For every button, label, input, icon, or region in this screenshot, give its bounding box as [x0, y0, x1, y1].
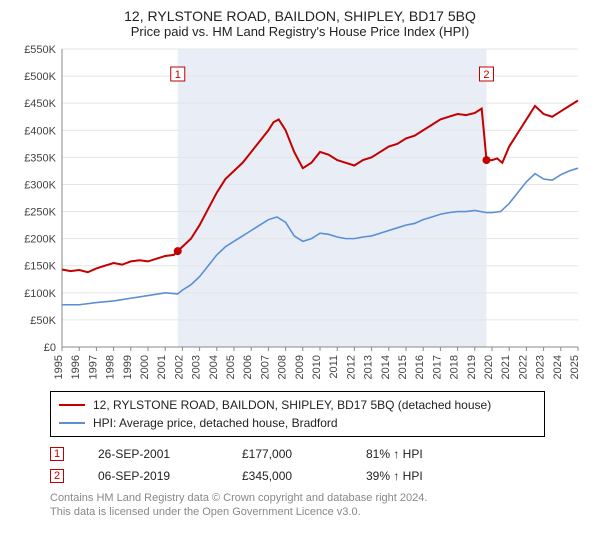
events-list: 1 26-SEP-2001 £177,000 81% ↑ HPI 2 06-SE… [50, 443, 588, 487]
event-price-2: £345,000 [242, 465, 332, 487]
svg-text:2001: 2001 [156, 355, 168, 379]
legend-swatch-hpi [59, 422, 85, 424]
event-row-2: 2 06-SEP-2019 £345,000 39% ↑ HPI [50, 465, 588, 487]
footer-line-1: Contains HM Land Registry data © Crown c… [50, 491, 588, 505]
svg-text:2005: 2005 [225, 355, 237, 379]
svg-text:£400K: £400K [24, 125, 56, 137]
svg-text:2003: 2003 [191, 355, 203, 379]
event-price-1: £177,000 [242, 443, 332, 465]
svg-text:2018: 2018 [449, 355, 461, 379]
legend-item-hpi: HPI: Average price, detached house, Brad… [59, 414, 536, 432]
svg-text:1998: 1998 [105, 355, 117, 379]
svg-text:2012: 2012 [345, 355, 357, 379]
event-marker-2: 2 [50, 469, 64, 483]
event-row-1: 1 26-SEP-2001 £177,000 81% ↑ HPI [50, 443, 588, 465]
chart-svg: £0 £50K £100K £150K £200K £250K £300K £350K £400… [18, 45, 582, 385]
svg-text:£450K: £450K [24, 98, 56, 110]
legend-item-property: 12, RYLSTONE ROAD, BAILDON, SHIPLEY, BD1… [59, 396, 536, 414]
svg-text:1999: 1999 [122, 355, 134, 379]
svg-text:1995: 1995 [53, 355, 65, 379]
svg-text:1996: 1996 [70, 355, 82, 379]
svg-text:2013: 2013 [363, 355, 375, 379]
event-pct-1: 81% ↑ HPI [366, 443, 466, 465]
legend: 12, RYLSTONE ROAD, BAILDON, SHIPLEY, BD1… [50, 391, 545, 437]
svg-text:2010: 2010 [311, 355, 323, 379]
svg-text:2024: 2024 [552, 355, 564, 379]
event-marker-1: 1 [50, 447, 64, 461]
svg-text:£300K: £300K [24, 179, 56, 191]
svg-text:£250K: £250K [24, 207, 56, 219]
svg-text:2019: 2019 [466, 355, 478, 379]
chart-subtitle: Price paid vs. HM Land Registry's House … [12, 24, 588, 39]
price-chart: £0 £50K £100K £150K £200K £250K £300K £350K £400… [18, 45, 582, 385]
svg-text:2008: 2008 [277, 355, 289, 379]
event-pct-2: 39% ↑ HPI [366, 465, 466, 487]
svg-text:2015: 2015 [397, 355, 409, 379]
legend-label-property: 12, RYLSTONE ROAD, BAILDON, SHIPLEY, BD1… [93, 396, 491, 414]
legend-label-hpi: HPI: Average price, detached house, Brad… [93, 414, 338, 432]
svg-text:£550K: £550K [24, 45, 56, 56]
event-date-2: 06-SEP-2019 [98, 465, 208, 487]
svg-text:2021: 2021 [500, 355, 512, 379]
svg-text:2011: 2011 [328, 355, 340, 379]
svg-text:£200K: £200K [24, 234, 56, 246]
svg-text:2: 2 [483, 69, 489, 81]
svg-text:1997: 1997 [87, 355, 99, 379]
svg-text:2002: 2002 [173, 355, 185, 379]
svg-text:£500K: £500K [24, 71, 56, 83]
svg-text:1: 1 [175, 69, 181, 81]
svg-text:£100K: £100K [24, 288, 56, 300]
svg-text:2023: 2023 [535, 355, 547, 379]
svg-text:2009: 2009 [294, 355, 306, 379]
svg-text:£150K: £150K [24, 261, 56, 273]
svg-text:£350K: £350K [24, 152, 56, 164]
footer-line-2: This data is licensed under the Open Gov… [50, 505, 588, 519]
svg-text:2006: 2006 [242, 355, 254, 379]
svg-text:£0: £0 [44, 342, 56, 354]
svg-text:2020: 2020 [483, 355, 495, 379]
svg-text:2007: 2007 [259, 355, 271, 379]
legend-swatch-property [59, 404, 85, 406]
chart-title: 12, RYLSTONE ROAD, BAILDON, SHIPLEY, BD1… [12, 8, 588, 24]
svg-text:£50K: £50K [30, 315, 56, 327]
svg-text:2016: 2016 [414, 355, 426, 379]
svg-text:2000: 2000 [139, 355, 151, 379]
svg-text:2017: 2017 [431, 355, 443, 379]
svg-text:2004: 2004 [208, 355, 220, 379]
svg-text:2014: 2014 [380, 355, 392, 379]
footer-text: Contains HM Land Registry data © Crown c… [50, 491, 588, 519]
svg-text:2022: 2022 [517, 355, 529, 379]
svg-text:2025: 2025 [569, 355, 581, 379]
event-date-1: 26-SEP-2001 [98, 443, 208, 465]
